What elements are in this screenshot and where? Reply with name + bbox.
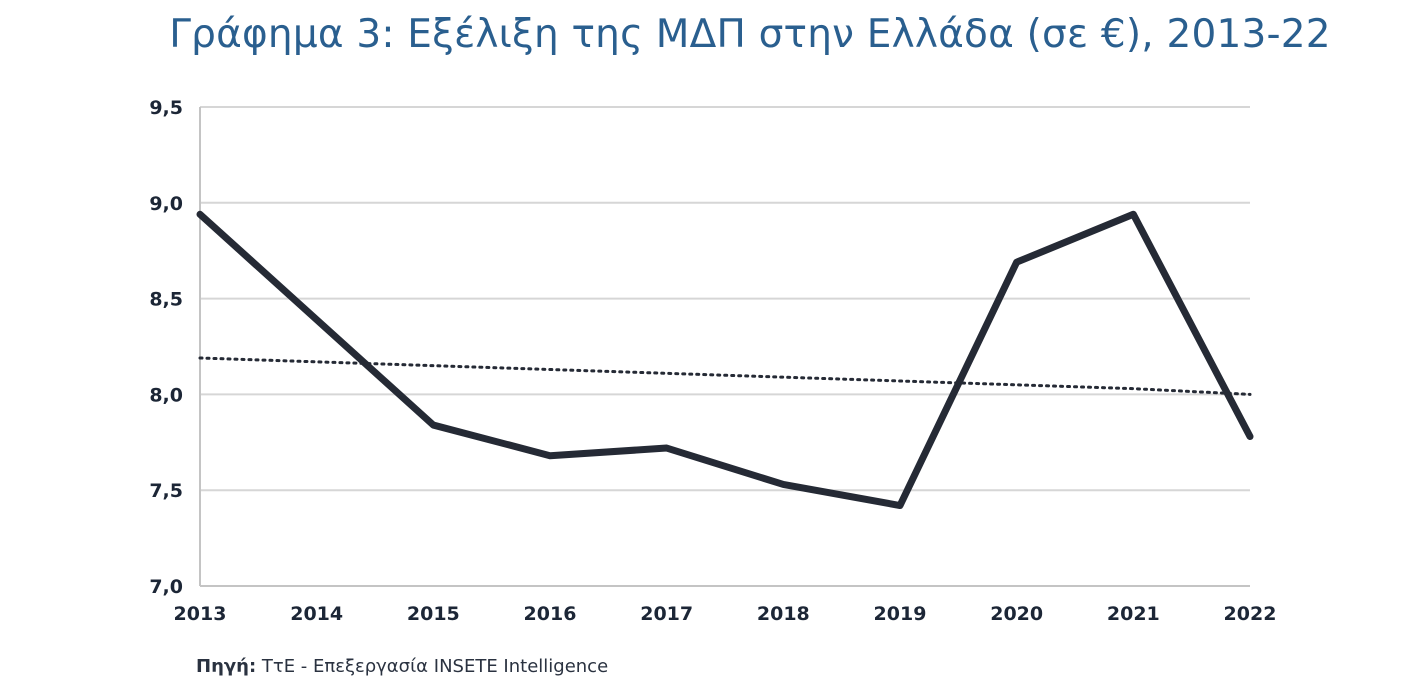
y-tick-label: 8,0 bbox=[149, 384, 183, 406]
x-tick-label: 2019 bbox=[874, 603, 927, 625]
x-tick-label: 2013 bbox=[174, 603, 227, 625]
x-axis-ticks: 2013 2014 2015 2016 2017 2018 2019 2020 2021 2022 bbox=[174, 603, 1277, 625]
x-tick-label: 2017 bbox=[640, 603, 693, 625]
x-tick-label: 2015 bbox=[407, 603, 460, 625]
chart-title: Γράφημα 3: Εξέλιξη της ΜΔΠ στην Ελλάδα (… bbox=[169, 12, 1331, 57]
x-tick-label: 2018 bbox=[757, 603, 810, 625]
source-text: ΤτΕ - Επεξεργασία INSETE Intelligence bbox=[256, 656, 609, 677]
source-note: Πηγή: ΤτΕ - Επεξεργασία INSETE Intellige… bbox=[196, 656, 608, 677]
x-tick-label: 2016 bbox=[524, 603, 577, 625]
y-tick-label: 7,5 bbox=[149, 480, 183, 502]
x-tick-label: 2021 bbox=[1107, 603, 1160, 625]
source-label: Πηγή: bbox=[196, 656, 257, 677]
gridlines bbox=[200, 106, 1250, 492]
trendline bbox=[198, 356, 1252, 396]
series-group bbox=[196, 210, 1254, 510]
series-line-gdp bbox=[196, 210, 1254, 510]
y-tick-label: 7,0 bbox=[149, 576, 183, 598]
y-tick-label: 9,5 bbox=[149, 97, 183, 119]
y-tick-label: 9,0 bbox=[149, 193, 183, 215]
x-tick-label: 2014 bbox=[290, 603, 343, 625]
axes bbox=[199, 107, 1250, 587]
x-tick-label: 2022 bbox=[1224, 603, 1277, 625]
y-tick-label: 8,5 bbox=[149, 289, 183, 311]
y-axis-ticks: 7,0 7,5 8,0 8,5 9,0 9,5 bbox=[149, 97, 183, 598]
x-tick-label: 2020 bbox=[990, 603, 1043, 625]
